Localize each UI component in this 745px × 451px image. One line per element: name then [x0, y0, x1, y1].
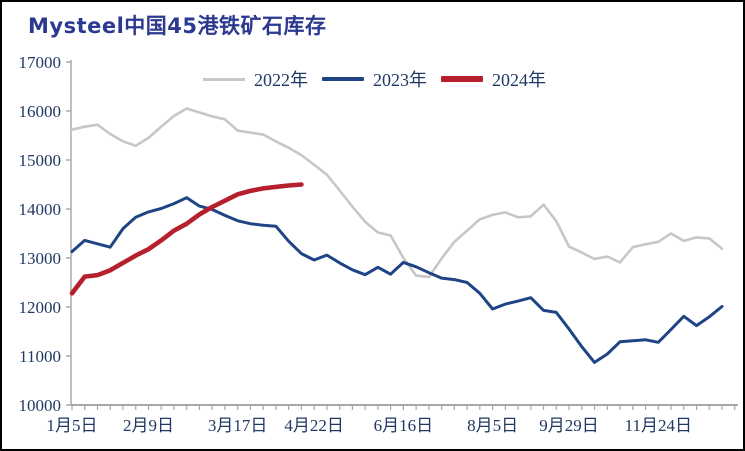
legend-label-2023: 2023年	[373, 70, 427, 90]
legend-item-2024: 2024年	[441, 66, 546, 92]
y-axis-label: 11000	[19, 347, 61, 366]
legend-label-2024: 2024年	[492, 70, 546, 90]
y-axis-label: 14000	[19, 200, 62, 219]
legend-item-2023: 2023年	[322, 66, 427, 92]
gray-line-icon	[203, 77, 245, 81]
x-axis-label: 8月5日	[467, 416, 518, 435]
legend-item-2022: 2022年	[203, 66, 308, 92]
y-axis-label: 17000	[19, 53, 62, 72]
red-line-icon	[441, 76, 483, 82]
x-axis-label: 6月16日	[374, 416, 434, 435]
x-axis-label: 9月29日	[539, 416, 599, 435]
y-axis-label: 10000	[19, 396, 62, 415]
x-axis-label: 3月17日	[208, 416, 268, 435]
x-axis-label: 2月9日	[123, 416, 174, 435]
series-line-2023	[70, 196, 724, 364]
legend-label-2022: 2022年	[254, 70, 308, 90]
chart-title: Mysteel中国45港铁矿石库存	[28, 14, 327, 38]
blue-line-icon	[322, 77, 364, 81]
y-axis-label: 13000	[19, 249, 62, 268]
x-axis-label: 4月22日	[284, 416, 344, 435]
legend: 2022年 2023年 2024年	[2, 66, 743, 92]
series-line-2022	[70, 107, 724, 279]
x-axis-label: 11月24日	[625, 416, 692, 435]
y-axis-label: 15000	[19, 151, 62, 170]
y-axis-label: 16000	[19, 102, 62, 121]
y-axis-label: 12000	[19, 298, 62, 317]
series-line-2024	[69, 182, 304, 296]
x-axis-label: 1月5日	[47, 416, 98, 435]
